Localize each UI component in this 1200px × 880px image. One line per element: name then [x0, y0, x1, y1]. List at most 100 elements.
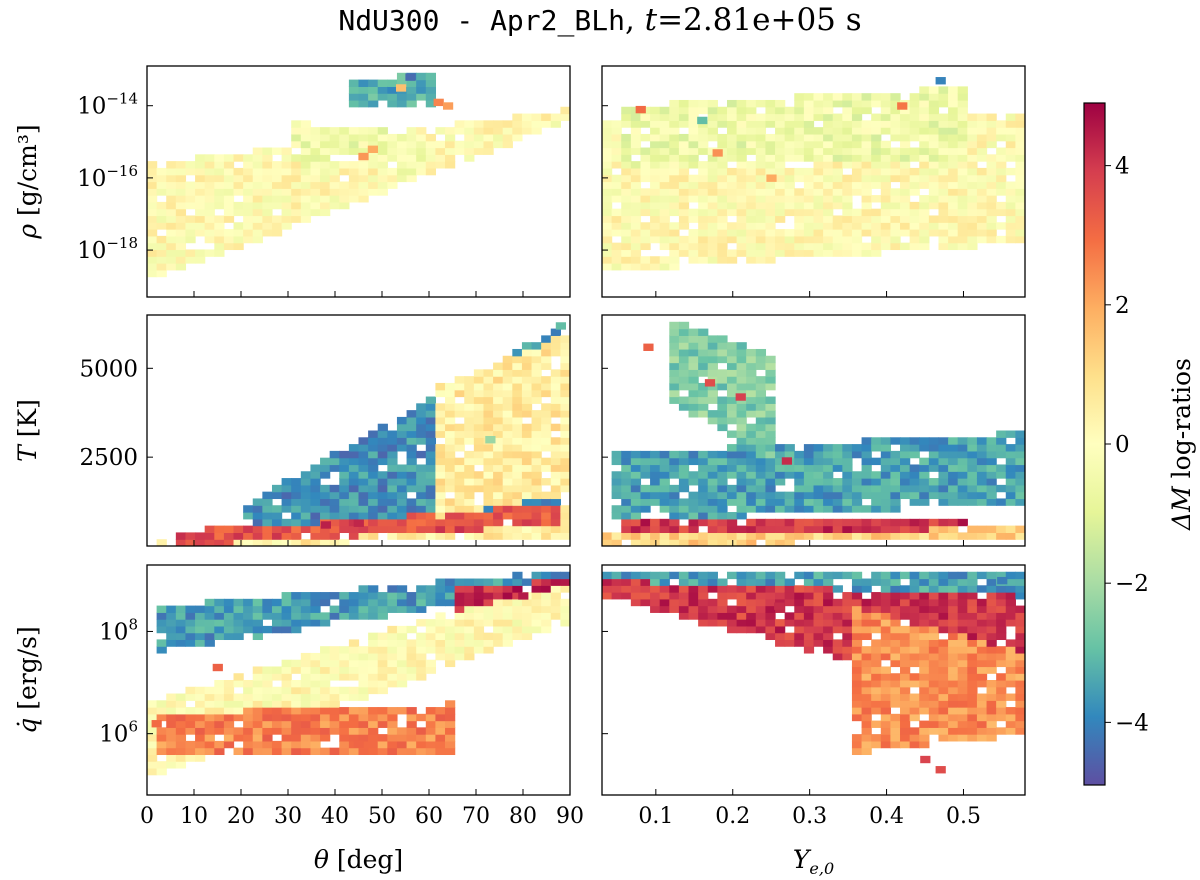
heatmap-cell: [425, 646, 437, 654]
heatmap-cell: [521, 471, 533, 479]
heatmap-cell: [214, 235, 225, 244]
heatmap-cell: [794, 491, 805, 500]
heatmap-cell: [650, 188, 661, 196]
heatmap-cell: [659, 585, 670, 593]
heatmap-cell: [650, 181, 661, 189]
heatmap-cell: [669, 539, 680, 546]
heatmap-cell: [291, 525, 302, 534]
heatmap-cell: [377, 686, 388, 695]
heatmap-cell: [348, 727, 360, 735]
heatmap-cell: [803, 147, 815, 155]
heatmap-cell: [243, 734, 254, 742]
heatmap-cell: [175, 532, 187, 540]
heatmap-cell: [416, 147, 427, 155]
heatmap-cell: [861, 147, 872, 155]
heatmap-cell: [871, 161, 882, 169]
heatmap-cell: [416, 161, 427, 169]
heatmap-cell: [271, 195, 283, 203]
heatmap-cell: [794, 498, 805, 506]
heatmap-cell: [976, 127, 988, 135]
heatmap-cell: [541, 335, 552, 343]
heatmap-cell: [435, 639, 446, 647]
heatmap-cell: [746, 430, 757, 438]
heatmap-cell: [252, 686, 263, 695]
heatmap-cell: [900, 229, 911, 237]
heatmap-cell: [435, 578, 446, 586]
heatmap-cell: [736, 201, 747, 210]
heatmap-cell: [204, 532, 215, 540]
heatmap-cell: [320, 598, 331, 607]
heatmap-cell: [1005, 181, 1016, 189]
heatmap-cell: [717, 113, 728, 121]
heatmap-cell: [919, 720, 930, 728]
heatmap-cell: [406, 734, 417, 742]
heatmap-cell: [698, 181, 709, 189]
heatmap-cell: [948, 639, 959, 647]
heatmap-cell: [435, 127, 446, 135]
heatmap-cell: [175, 174, 187, 183]
heatmap-cell: [291, 539, 302, 546]
heatmap-cell: [166, 700, 177, 708]
heatmap-cell: [602, 242, 613, 251]
heatmap-cell: [928, 605, 940, 613]
heatmap-cell: [483, 491, 494, 500]
heatmap-cell: [175, 195, 187, 203]
heatmap-cell: [214, 632, 225, 641]
heatmap-cell: [832, 147, 843, 155]
heatmap-cell: [707, 605, 718, 613]
heatmap-cell: [204, 740, 215, 749]
heatmap-cell: [900, 127, 911, 135]
heatmap-cell: [435, 619, 446, 627]
heatmap-cell: [464, 120, 475, 128]
heatmap-cell: [621, 256, 632, 264]
heatmap-cell: [900, 639, 911, 647]
heatmap-cell: [678, 222, 690, 230]
heatmap-cell: [560, 403, 570, 411]
heatmap-cell: [435, 525, 446, 534]
heatmap-cell: [861, 727, 872, 735]
heatmap-cell: [339, 734, 350, 742]
heatmap-cell: [425, 639, 437, 647]
heatmap-cell: [900, 161, 911, 169]
heatmap-cell: [406, 86, 417, 94]
heatmap-cell: [823, 120, 834, 128]
heatmap-cell: [512, 410, 523, 418]
heatmap-cell: [784, 518, 795, 527]
heatmap-cell: [919, 174, 930, 183]
heatmap-cell: [243, 605, 254, 613]
heatmap-cell: [986, 181, 997, 189]
heatmap-cell: [736, 120, 747, 128]
heatmap-cell: [291, 505, 302, 513]
heatmap-cell: [688, 133, 699, 142]
panel-frame: [601, 564, 1026, 796]
heatmap-cell: [156, 256, 167, 264]
heatmap-cell: [659, 491, 670, 500]
heatmap-cell: [396, 666, 408, 674]
heatmap-cell: [1005, 652, 1016, 661]
heatmap-cell: [746, 161, 757, 169]
heatmap-cell: [252, 707, 263, 715]
heatmap-cell: [688, 161, 699, 169]
heatmap-cell: [986, 680, 997, 688]
heatmap-cell: [377, 188, 388, 196]
heatmap-cell: [185, 713, 196, 722]
heatmap-cell: [377, 79, 388, 87]
heatmap-cell: [698, 99, 709, 108]
heatmap-cell: [521, 437, 533, 445]
heatmap-cell: [358, 174, 369, 183]
heatmap-cell: [986, 639, 997, 647]
heatmap-cell: [1005, 208, 1016, 217]
heatmap-cell: [368, 666, 379, 674]
heatmap-cell: [435, 632, 446, 641]
heatmap-cell: [909, 659, 920, 668]
heatmap-cell: [928, 652, 940, 661]
heatmap-cell: [938, 578, 949, 586]
heatmap-cell: [368, 188, 379, 196]
heatmap-cell: [967, 632, 978, 641]
heatmap-cell: [832, 242, 843, 251]
heatmap-cell: [948, 727, 959, 735]
heatmap-cell: [611, 161, 622, 169]
heatmap-cell: [996, 612, 1007, 620]
heatmap-cell: [726, 369, 738, 377]
heatmap-cell: [243, 154, 254, 162]
